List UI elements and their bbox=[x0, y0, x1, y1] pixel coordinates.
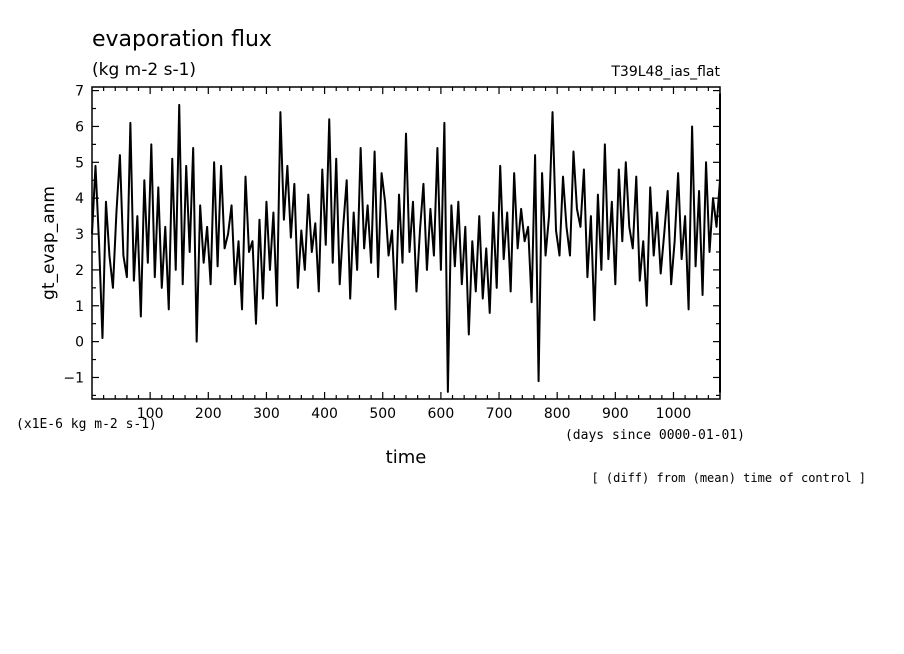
y-axis-label: gt_evap_anm bbox=[39, 186, 59, 300]
x-tick-label: 600 bbox=[428, 406, 455, 422]
y-tick-label: 3 bbox=[75, 227, 84, 243]
chart-title: evaporation flux bbox=[92, 27, 272, 52]
tick-labels: 100 200 300 400 500 600 700 800 900 1000 −1 0 1 2 3 4 5 6… bbox=[63, 84, 691, 422]
x-axis-label: time bbox=[386, 447, 427, 468]
footnote: [ (diff) from (mean) time of control ] bbox=[591, 471, 866, 485]
plot-frame bbox=[91, 86, 721, 400]
experiment-label: T39L48_ias_flat bbox=[610, 64, 720, 80]
x-tick-label: 1000 bbox=[656, 406, 692, 422]
y-tick-label: 6 bbox=[75, 119, 84, 135]
x-tick-label: 500 bbox=[369, 406, 396, 422]
x-units: (days since 0000-01-01) bbox=[565, 428, 745, 443]
x-tick-label: 700 bbox=[486, 406, 513, 422]
x-tick-label: 100 bbox=[137, 406, 164, 422]
y-tick-label: 5 bbox=[75, 155, 84, 171]
y-tick-label: −1 bbox=[63, 370, 84, 386]
y-tick-label: 2 bbox=[75, 263, 84, 279]
x-tick-label: 400 bbox=[311, 406, 338, 422]
x-tick-label: 300 bbox=[253, 406, 280, 422]
y-tick-label: 0 bbox=[75, 335, 84, 351]
y-tick-label: 7 bbox=[75, 84, 84, 100]
x-tick-label: 900 bbox=[602, 406, 629, 422]
x-tick-label: 800 bbox=[544, 406, 571, 422]
y-tick-label: 1 bbox=[75, 299, 84, 315]
x-tick-label: 200 bbox=[195, 406, 222, 422]
y-scale-note: (x1E-6 kg m-2 s-1) bbox=[16, 417, 157, 432]
series-line bbox=[91, 93, 721, 393]
y-tick-label: 4 bbox=[75, 191, 84, 207]
chart-units: (kg m-2 s-1) bbox=[92, 60, 196, 80]
